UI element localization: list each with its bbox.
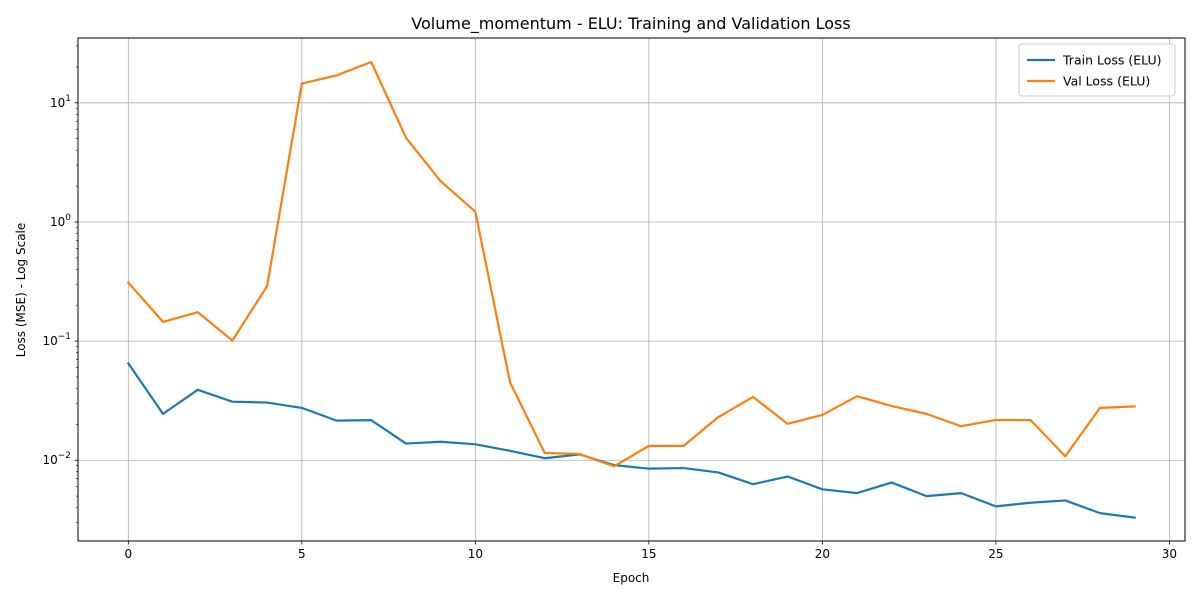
y-tick-exponent: 1 [65, 94, 71, 104]
y-tick-base: 10 [50, 215, 65, 229]
y-tick-exponent: −1 [58, 332, 71, 342]
x-tick-label: 0 [124, 547, 132, 561]
y-tick-exponent: −2 [58, 451, 71, 461]
x-tick-label: 15 [641, 547, 656, 561]
legend: Train Loss (ELU) Val Loss (ELU) [1018, 43, 1176, 97]
y-tick-label: 101 [50, 94, 71, 110]
series-line-0 [126, 361, 1136, 519]
series-line-1 [126, 60, 1136, 468]
x-tick-label: 25 [988, 547, 1003, 561]
y-tick-base: 10 [42, 453, 57, 467]
y-tick-exponent: 0 [65, 213, 71, 223]
chart-title: Volume_momentum - ELU: Training and Vali… [411, 14, 850, 34]
x-tick-label: 5 [298, 547, 306, 561]
plot-frame [77, 37, 1186, 542]
y-tick-base: 10 [50, 96, 65, 110]
y-tick-label: 10−1 [42, 332, 71, 348]
x-tick-label: 10 [468, 547, 483, 561]
x-tick-label: 30 [1162, 547, 1177, 561]
grid [78, 38, 1185, 541]
x-axis-label: Epoch [613, 571, 650, 585]
y-tick-base: 10 [42, 334, 57, 348]
legend-label: Train Loss (ELU) [1062, 53, 1162, 68]
x-tick-label: 20 [815, 547, 830, 561]
y-tick-label: 100 [50, 213, 71, 229]
legend-label: Val Loss (ELU) [1063, 74, 1150, 89]
legend-box [1018, 43, 1176, 97]
y-tick-label: 10−2 [42, 451, 71, 467]
series-lines [126, 60, 1136, 519]
y-axis-label: Loss (MSE) - Log Scale [14, 223, 28, 358]
